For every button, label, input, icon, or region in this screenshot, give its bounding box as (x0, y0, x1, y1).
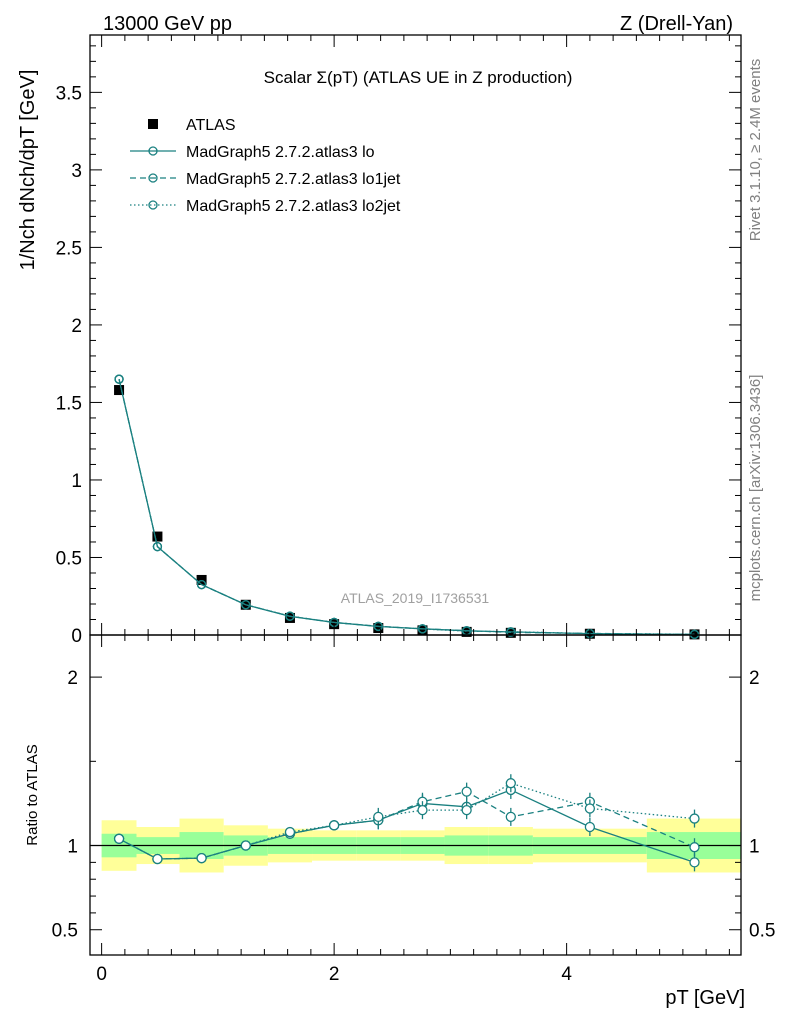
ratio-point-1-8 (461, 786, 472, 797)
mc-point-3-4 (285, 611, 295, 621)
legend-marker-1 (148, 146, 158, 156)
ratio-line-2 (118, 782, 695, 860)
legend: ATLAS MadGraph5 2.7.2.atlas3 lo MadGraph5 … (130, 117, 401, 215)
ytick-label-7: 3.5 (56, 83, 82, 104)
ratio-point-2-3 (240, 840, 251, 851)
rtick-label-right-0: 0.5 (749, 921, 775, 942)
mc-point-3-1 (152, 541, 163, 552)
rivet-version-label: Rivet 3.1.10, ≥ 2.4M events (747, 59, 764, 242)
data-point-atlas-0 (114, 385, 125, 396)
legend-marker-3 (148, 200, 158, 210)
ratio-point-2-7 (417, 805, 428, 816)
uncertainty-bands (90, 818, 741, 873)
rtick-label-right-1: 1 (749, 837, 760, 858)
ytick-label-5: 2.5 (56, 238, 82, 259)
ytick-label-0: 0 (71, 626, 82, 647)
series-line-3 (118, 379, 695, 635)
mc-point-3-6 (373, 621, 383, 631)
data-point-atlas-8 (461, 626, 472, 637)
legend-label-2: MadGraph5 2.7.2.atlas3 lo1jet (186, 171, 401, 188)
ratio-frame (89, 634, 742, 956)
ratio-point-2-9 (505, 778, 516, 789)
energy-label: 13000 GeV pp (103, 13, 232, 35)
ratio-point-1-11 (689, 842, 700, 853)
rtick-label-left-2: 2 (67, 668, 78, 689)
mc-point-3-7 (417, 624, 428, 634)
ratio-point-2-11 (689, 813, 700, 824)
data-point-atlas-4 (284, 612, 295, 623)
ratio-axis-label: Ratio to ATLAS (24, 744, 41, 845)
ytick-label-3: 1.5 (56, 393, 82, 414)
mc-point-3-9 (506, 627, 516, 637)
xtick-label-0: 0 (96, 964, 107, 985)
data-point-atlas-6 (373, 623, 384, 634)
data-point-atlas-1 (152, 531, 163, 542)
ratio-point-1-9 (505, 811, 516, 823)
ytick-label-2: 1 (71, 471, 82, 492)
x-axis-label: pT [GeV] (665, 987, 745, 1009)
ratio-point-2-4 (284, 826, 296, 838)
legend-label-1: MadGraph5 2.7.2.atlas3 lo (186, 144, 375, 161)
ytick-label-1: 0.5 (56, 548, 82, 569)
data-point-atlas-7 (417, 625, 428, 636)
ratio-point-2-10 (584, 803, 596, 814)
axes-frames (89, 34, 742, 956)
mc-point-3-0 (114, 374, 124, 384)
xtick-label-1: 2 (329, 964, 340, 985)
data-point-atlas-2 (196, 574, 207, 585)
ytick-label-4: 2 (71, 316, 82, 337)
mc-point-3-3 (241, 600, 251, 610)
rtick-label-left-1: 1 (67, 837, 78, 858)
ytick-label-6: 3 (71, 161, 82, 182)
ratio-point-0-11 (689, 857, 700, 868)
legend-label-3: MadGraph5 2.7.2.atlas3 lo2jet (186, 198, 401, 215)
ratio-point-2-0 (113, 833, 125, 844)
legend-label-0: ATLAS (186, 117, 236, 134)
mc-point-3-2 (196, 579, 207, 590)
ratio-series (113, 774, 700, 872)
ratio-point-0-10 (584, 821, 596, 833)
process-label: Z (Drell-Yan) (620, 13, 733, 35)
main-series (114, 374, 700, 640)
ratio-point-2-6 (373, 811, 384, 823)
xtick-label-2: 4 (561, 964, 572, 985)
ratio-point-2-1 (152, 853, 163, 865)
ratio-point-2-8 (461, 805, 472, 816)
rtick-label-right-2: 2 (749, 668, 760, 689)
analysis-watermark: ATLAS_2019_I1736531 (341, 590, 490, 606)
rtick-label-left-0: 0.5 (52, 921, 78, 942)
mcplots-label: mcplots.cern.ch [arXiv:1306.3436] (747, 375, 764, 602)
ratio-point-2-5 (328, 820, 340, 831)
legend-marker-2 (148, 173, 158, 183)
ratio-point-2-2 (196, 853, 207, 864)
y-axis-label: 1/Nch dNch/dpT [GeV] (17, 70, 39, 271)
legend-marker-atlas (148, 119, 158, 129)
plot-title: Scalar Σ(pT) (ATLAS UE in Z production) (264, 68, 573, 87)
axis-ticks: 0 0.5 1 1.5 2 2.5 3 3.5 0 2 4 0.5 0.5 1 1 2 2 (52, 35, 775, 985)
mc-point-3-11 (689, 629, 700, 639)
